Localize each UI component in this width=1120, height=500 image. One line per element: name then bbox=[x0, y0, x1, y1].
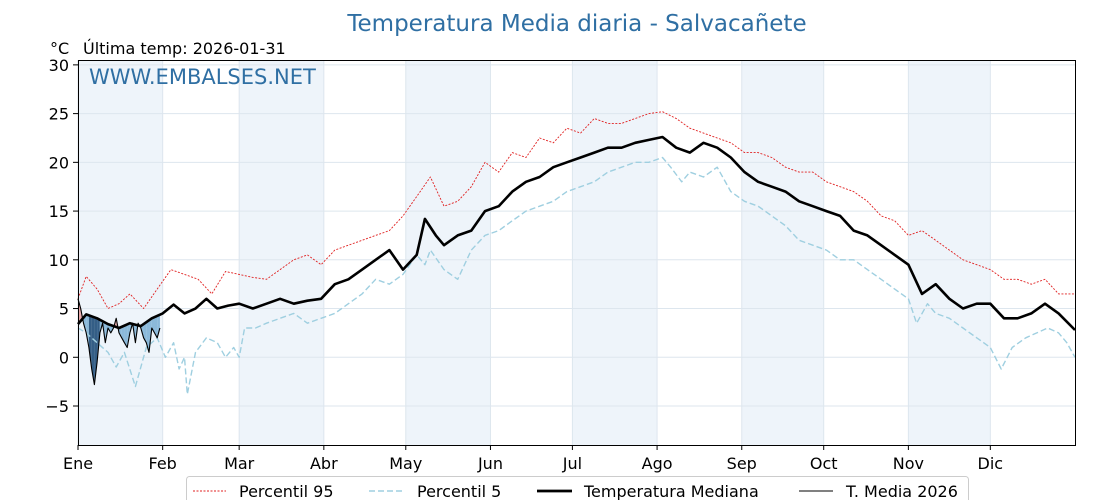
y-tick-label: 25 bbox=[49, 105, 69, 124]
month-band bbox=[78, 60, 163, 445]
y-tick-label: 20 bbox=[49, 153, 69, 172]
month-bands bbox=[78, 60, 991, 445]
x-tick-label: Oct bbox=[810, 454, 838, 473]
x-tick-label: Sep bbox=[727, 454, 757, 473]
below-median-fill bbox=[143, 322, 147, 343]
last-temp-label: Última temp: 2026-01-31 bbox=[83, 39, 286, 58]
below-median-fill bbox=[154, 315, 158, 338]
month-band bbox=[572, 60, 658, 445]
x-tick-label: Jun bbox=[477, 454, 503, 473]
below-median-fill bbox=[83, 314, 87, 333]
unit-label: °C bbox=[50, 39, 69, 58]
x-tick-label: Mar bbox=[224, 454, 255, 473]
chart-title: Temperatura Media diaria - Salvacañete bbox=[346, 11, 806, 37]
x-tick-label: Ago bbox=[642, 454, 673, 473]
legend-box bbox=[186, 476, 969, 500]
x-tick-label: Nov bbox=[893, 454, 924, 473]
legend-median: Temperatura Mediana bbox=[583, 482, 759, 500]
month-band bbox=[239, 60, 324, 445]
legend-p95: Percentil 95 bbox=[239, 482, 334, 500]
watermark: WWW.EMBALSES.NET bbox=[89, 65, 316, 89]
x-axis: Ene Feb Mar Abr May Jun Jul Ago Sep Oct Nov Dic bbox=[63, 445, 1003, 473]
y-tick-label: 0 bbox=[59, 348, 69, 367]
below-median-fill bbox=[118, 326, 122, 338]
x-tick-label: Ene bbox=[63, 454, 93, 473]
month-band bbox=[405, 60, 491, 445]
current-year-line bbox=[77, 298, 161, 386]
month-band bbox=[908, 60, 991, 445]
below-median-fill bbox=[157, 314, 160, 338]
series-lines bbox=[77, 111, 1076, 395]
median-line bbox=[77, 135, 1076, 331]
y-tick-label: 5 bbox=[59, 300, 69, 319]
x-tick-label: Jul bbox=[562, 454, 582, 473]
x-tick-label: Dic bbox=[978, 454, 1004, 473]
below-median-fill bbox=[124, 324, 128, 348]
below-median-fill bbox=[91, 316, 95, 385]
plot-frame bbox=[78, 60, 1076, 446]
x-tick-label: Abr bbox=[310, 454, 338, 473]
legend-current: T. Media 2026 bbox=[845, 482, 958, 500]
x-tick-label: Feb bbox=[149, 454, 177, 473]
p5-line bbox=[77, 156, 1076, 395]
legend: Percentil 95 Percentil 5 Temperatura Med… bbox=[186, 476, 969, 500]
y-tick-label: 15 bbox=[49, 202, 69, 221]
below-median-fill bbox=[88, 315, 92, 369]
y-tick-label: 30 bbox=[49, 56, 69, 75]
y-axis: −5 0 5 10 15 20 25 30 bbox=[45, 56, 78, 416]
x-tick-label: May bbox=[389, 454, 422, 473]
y-tick-label: −5 bbox=[45, 397, 69, 416]
below-median-fill bbox=[86, 314, 89, 348]
month-band bbox=[741, 60, 824, 445]
legend-p5: Percentil 5 bbox=[417, 482, 501, 500]
y-tick-label: 10 bbox=[49, 251, 69, 270]
